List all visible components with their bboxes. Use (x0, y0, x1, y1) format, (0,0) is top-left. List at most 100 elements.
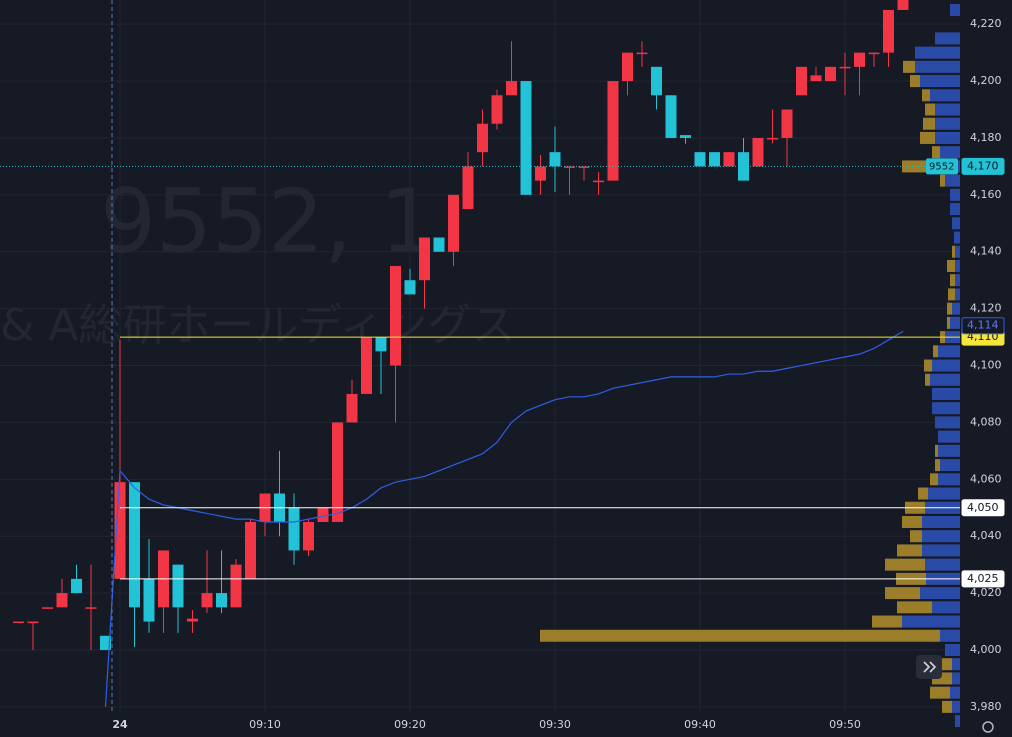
profile-bar-gold (950, 274, 955, 287)
profile-bar-blue (945, 643, 960, 656)
y-tick-label: 4,160 (970, 188, 1002, 201)
price-label-box (961, 317, 1005, 335)
candle-body (767, 137, 778, 140)
profile-bar-blue (955, 245, 960, 258)
x-tick-label: 24 (112, 718, 128, 731)
profile-bar-blue (932, 601, 960, 614)
candle-body (317, 507, 329, 522)
profile-bar-blue (954, 231, 960, 244)
candle-body (752, 137, 764, 167)
price-label-box (961, 157, 1005, 175)
profile-bar-blue (940, 629, 960, 642)
profile-bar-gold (910, 75, 920, 88)
candle-body (448, 194, 459, 252)
candle-body (187, 618, 198, 622)
x-tick-label: 09:50 (829, 718, 861, 731)
profile-bar-gold (910, 530, 922, 543)
candle-body (361, 337, 372, 394)
profile-bar-gold (932, 146, 940, 159)
price-tag: 9552 (929, 161, 954, 172)
price-label-box (961, 570, 1005, 588)
y-tick-label: 4,100 (970, 359, 1002, 372)
candle-body (825, 66, 836, 82)
profile-bar-blue (952, 217, 960, 230)
candle-body (854, 52, 865, 67)
profile-bar-blue (935, 103, 960, 116)
profile-bar-blue (902, 615, 960, 628)
profile-bar-gold (540, 629, 940, 642)
candle-body (303, 521, 314, 551)
profile-bar-blue (938, 444, 960, 457)
profile-bar-blue (915, 60, 960, 73)
candle-body (868, 52, 880, 55)
candle-body (607, 81, 619, 181)
candle-body (288, 507, 300, 551)
candle-body (433, 237, 445, 252)
profile-bar-gold (947, 316, 950, 329)
candle-body (129, 482, 140, 608)
profile-bar-blue (935, 416, 960, 429)
candle-body (636, 52, 648, 55)
profile-bar-gold (940, 174, 945, 187)
y-tick-label: 4,120 (970, 302, 1002, 315)
candle-body (27, 621, 39, 624)
profile-bar-blue (932, 387, 960, 400)
watermark-name: & A総研ホールディングス (0, 300, 515, 351)
candle-body (172, 564, 184, 608)
profile-bar-gold (918, 487, 928, 500)
profile-bar-blue (952, 700, 960, 713)
profile-bar-gold (885, 587, 920, 600)
x-tick-label: 09:30 (539, 718, 571, 731)
y-tick-label: 4,020 (970, 586, 1002, 599)
candle-body (680, 135, 691, 138)
price-label: 4,050 (967, 501, 999, 514)
candle-body (622, 52, 633, 82)
profile-bar-blue (915, 46, 960, 59)
candle-body (520, 81, 532, 195)
profile-bar-gold (920, 131, 935, 144)
profile-bar-gold (935, 459, 940, 472)
candle-body (404, 280, 416, 295)
profile-bar-gold (923, 117, 935, 130)
profile-bar-gold (942, 700, 952, 713)
y-tick-label: 4,040 (970, 529, 1002, 542)
candle-body (13, 621, 24, 624)
candle-body (564, 166, 575, 168)
candle-body (346, 393, 358, 423)
profile-bar-blue (925, 558, 960, 571)
candle-body (781, 109, 793, 138)
candle-body (375, 337, 387, 352)
profile-bar-gold (897, 544, 922, 557)
profile-bar-blue (930, 373, 960, 386)
candle-body (897, 0, 909, 10)
profile-bar-blue (952, 302, 960, 315)
candle-body (100, 635, 111, 650)
profile-bar-gold (902, 515, 922, 528)
candle-body (839, 66, 851, 69)
profile-bar-blue (938, 430, 960, 443)
candle-body (42, 607, 53, 609)
profile-bar-blue (920, 587, 960, 600)
price-label: 4,025 (967, 572, 999, 585)
profile-bar-gold (930, 686, 950, 699)
candle-body (665, 95, 677, 138)
candle-body (578, 166, 590, 168)
candle-body (506, 81, 517, 96)
vwap-line (104, 330, 904, 707)
settings-icon[interactable] (982, 721, 994, 733)
watermark-symbol: 9552, 1 (100, 170, 436, 273)
profile-bar-blue (922, 530, 960, 543)
profile-bar-blue (955, 288, 960, 301)
profile-bar-gold (872, 615, 902, 628)
candle-body (332, 422, 343, 522)
profile-bar-blue (935, 117, 960, 130)
profile-bar-blue (955, 715, 960, 728)
y-tick-label: 4,140 (970, 245, 1002, 258)
profile-bar-gold (922, 89, 930, 102)
candle-body (462, 166, 474, 210)
candle-body (419, 237, 430, 281)
y-tick-label: 4,060 (970, 472, 1002, 485)
profile-bar-blue (940, 459, 960, 472)
profile-bar-blue (938, 473, 960, 486)
